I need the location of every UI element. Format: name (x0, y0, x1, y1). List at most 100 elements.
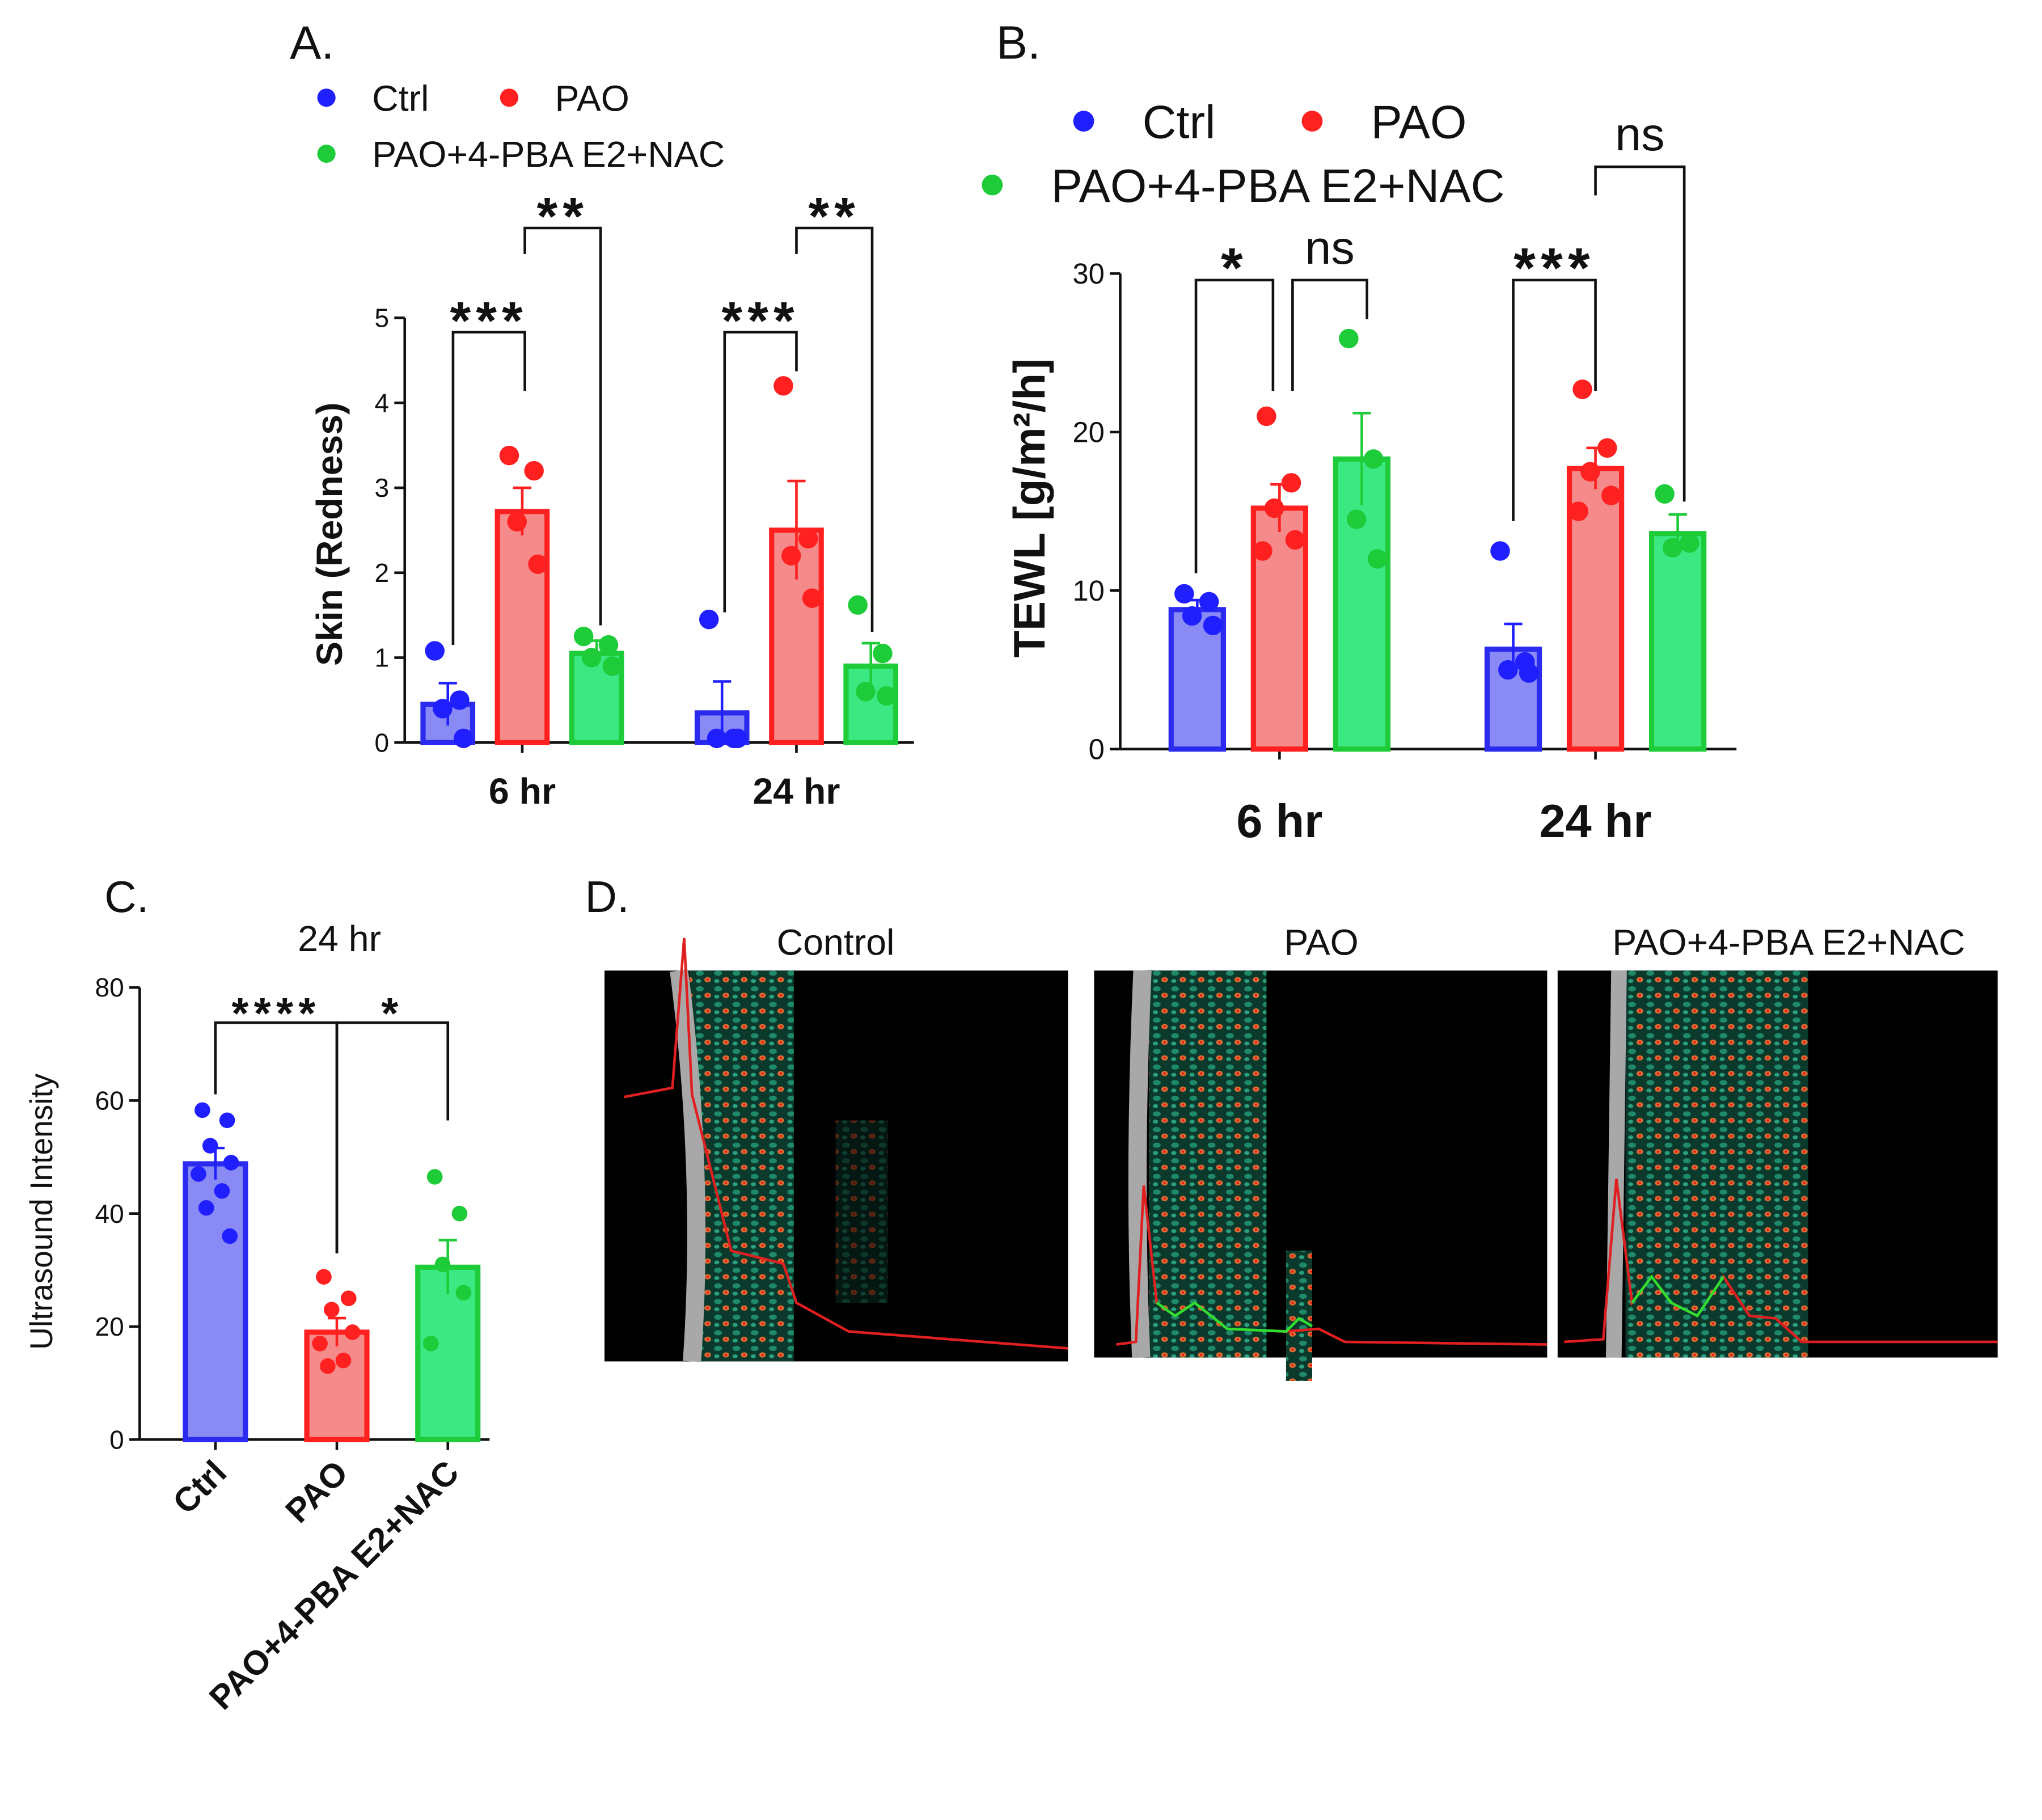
x-tick-label: Ctrl (166, 1453, 234, 1521)
ultrasound-images (604, 938, 1998, 1381)
legend-label: Ctrl (1143, 95, 1216, 148)
significance-label: * (381, 989, 403, 1038)
data-point (214, 1183, 230, 1199)
significance-bracket (451, 331, 526, 645)
significance-bracket (523, 226, 602, 626)
legend-marker (982, 174, 1003, 196)
data-point (581, 648, 602, 668)
legend-label: PAO (1371, 95, 1467, 148)
significance-label: *** (722, 291, 800, 351)
image-title: PAO+4-PBA E2+NAC (1612, 922, 1965, 963)
legend-marker (1301, 111, 1323, 132)
significance-label: ns (1305, 221, 1355, 274)
data-point (219, 1112, 235, 1129)
data-point (1253, 541, 1272, 561)
data-point (1257, 406, 1276, 427)
data-point (1203, 615, 1223, 636)
data-point (773, 376, 793, 396)
data-point (1655, 484, 1675, 504)
data-point (1663, 538, 1682, 558)
significance-label: ** (808, 187, 860, 246)
x-tick-label: PAO (278, 1453, 355, 1530)
data-point (198, 1200, 214, 1216)
significance-label: *** (450, 291, 528, 351)
data-point (707, 728, 727, 749)
data-point (1363, 449, 1384, 469)
data-point (1519, 663, 1539, 683)
panel-letter: C. (104, 872, 149, 922)
significance-label: **** (231, 989, 320, 1038)
significance-bracket (1594, 165, 1686, 502)
data-point (699, 609, 719, 630)
significance-bracket (795, 226, 874, 632)
bar (1648, 531, 1707, 752)
significance-bracket (723, 331, 798, 613)
data-point (320, 1358, 336, 1374)
data-point (798, 529, 818, 549)
data-point (1680, 533, 1699, 553)
y-tick-label: 2 (375, 558, 390, 588)
y-axis-label: Skin (Redness) (309, 403, 350, 666)
data-point (1580, 462, 1600, 482)
data-point (426, 1169, 443, 1185)
data-point (454, 728, 473, 749)
legend-label: PAO+4-PBA E2+NAC (1051, 159, 1504, 212)
data-point (1498, 660, 1518, 680)
data-point (528, 554, 548, 575)
y-axis-label: Ultrasound Intensity (24, 1073, 59, 1350)
y-tick-label: 0 (1089, 733, 1105, 766)
significance-label: ** (537, 187, 589, 246)
data-point (524, 461, 544, 481)
significance-label: * (1221, 237, 1248, 299)
image-title: PAO (1284, 922, 1358, 963)
data-point (598, 635, 619, 655)
bar (494, 509, 550, 745)
data-point (873, 643, 893, 664)
y-tick-label: 30 (1073, 257, 1105, 290)
x-tick-label: 24 hr (752, 771, 840, 812)
data-point (344, 1324, 361, 1340)
legend-marker (317, 88, 336, 107)
image-pao-treated (1557, 970, 1998, 1358)
data-point (1569, 501, 1588, 521)
data-point (877, 686, 897, 706)
data-point (1182, 606, 1202, 626)
data-point (1285, 530, 1305, 550)
significance-bracket (335, 1021, 450, 1253)
panel-letter: A. (290, 16, 334, 69)
data-point (222, 1228, 238, 1244)
significance-label: *** (1513, 237, 1595, 299)
image-pao (1094, 970, 1548, 1381)
bar (1333, 456, 1391, 752)
data-point (856, 682, 876, 702)
data-point (728, 728, 748, 749)
data-point (455, 1285, 472, 1300)
legend-marker (500, 88, 519, 107)
y-tick-label: 3 (375, 473, 390, 502)
y-tick-label: 0 (109, 1425, 124, 1454)
y-tick-label: 10 (1073, 575, 1105, 607)
panel-letter: D. (585, 872, 629, 922)
data-point (1490, 541, 1510, 561)
chart-1: B. 0 10 20 30 TEWL [g/m²/h] 6 hr 24 hr Ctrl PAO PA… (982, 16, 1737, 847)
data-point (434, 1256, 451, 1273)
data-point (202, 1138, 218, 1154)
data-point (573, 626, 594, 647)
data-point (781, 546, 801, 566)
data-point (1174, 584, 1194, 604)
y-tick-label: 40 (95, 1199, 124, 1228)
data-point (602, 656, 623, 676)
data-point (340, 1290, 357, 1306)
data-point (1367, 549, 1388, 569)
significance-label: ns (1615, 108, 1665, 161)
data-point (312, 1336, 328, 1352)
data-point (1572, 379, 1592, 399)
data-point (316, 1269, 332, 1285)
data-point (450, 690, 470, 710)
data-point (223, 1155, 239, 1171)
legend-label: Ctrl (372, 78, 429, 119)
y-tick-label: 80 (95, 973, 124, 1002)
legend-marker (317, 144, 336, 163)
